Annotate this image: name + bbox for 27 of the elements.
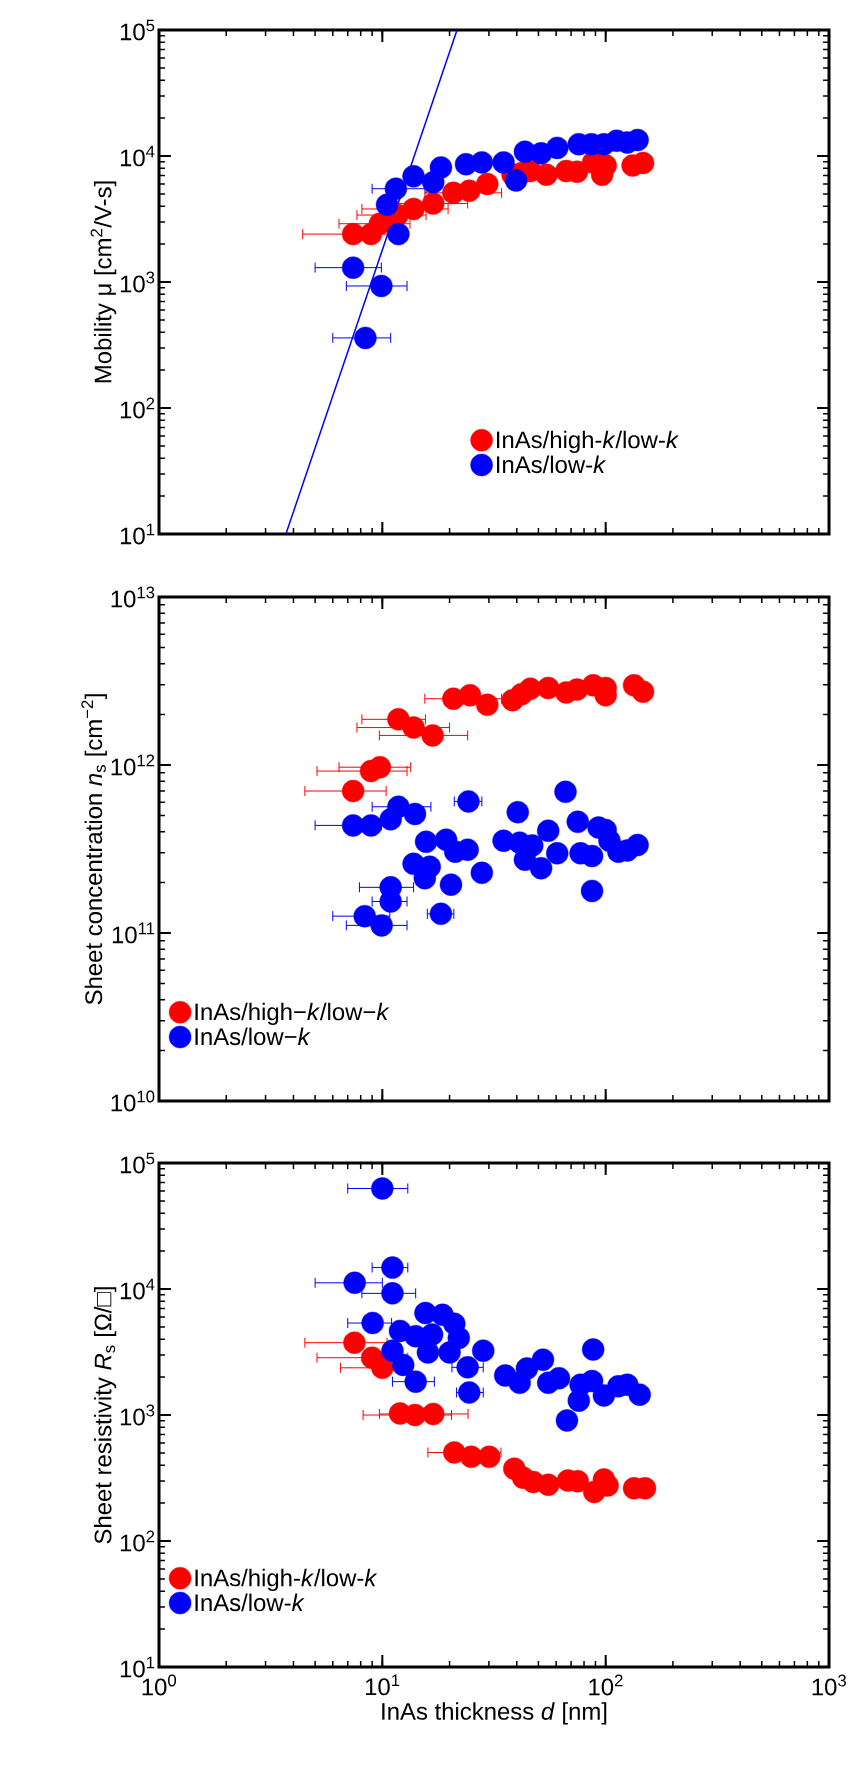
legend-label: InAs/low-k <box>496 455 607 474</box>
y-tick-label: 10$^{11}$ <box>112 922 155 944</box>
y-axis-title: Mobility μ [cm$^{2}$/V-s] <box>90 181 117 383</box>
y-tick-label: 10$^{3}$ <box>120 271 155 293</box>
y-tick-label: 10$^{4}$ <box>120 145 155 167</box>
x-tick-label: 10$^{2}$ <box>589 1674 623 1696</box>
legend-label: InAs/high-k/low-k <box>496 430 679 454</box>
legend-label: InAs/low-k <box>195 1593 305 1612</box>
y-tick-label: 10$^{2}$ <box>120 397 155 419</box>
y-axis-title: Sheet resistivity R$_{s}$ [Ω/□] <box>93 1287 117 1544</box>
y-tick-label: 10$^{10}$ <box>111 1090 155 1112</box>
y-tick-label: 10$^{12}$ <box>111 754 155 776</box>
legend-label: InAs/high-k/low-k <box>195 1568 378 1592</box>
legend-label: InAs/low−k <box>195 1027 311 1046</box>
y-tick-label: 10$^{5}$ <box>120 19 155 41</box>
y-tick-label: 10$^{3}$ <box>120 1404 155 1426</box>
legend-label: InAs/high−k/low−k <box>195 1002 390 1026</box>
x-axis-title: InAs thickness d [nm] <box>382 1702 607 1725</box>
x-tick-label: 10$^{3}$ <box>812 1674 846 1696</box>
y-axis-title: Sheet concentration n$_{s}$ [cm$^{−2}$] <box>81 694 107 1005</box>
y-tick-label: 10$^{2}$ <box>120 1530 155 1552</box>
y-tick-label: 10$^{1}$ <box>120 1656 155 1678</box>
x-tick-label: 10$^{1}$ <box>365 1674 400 1696</box>
y-tick-label: 10$^{13}$ <box>111 586 155 608</box>
y-tick-label: 10$^{5}$ <box>120 1152 155 1174</box>
y-tick-label: 10$^{1}$ <box>120 523 155 545</box>
y-tick-label: 10$^{4}$ <box>120 1278 155 1300</box>
